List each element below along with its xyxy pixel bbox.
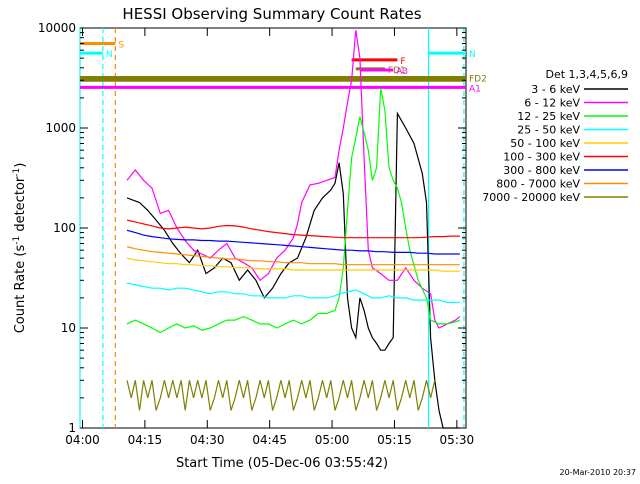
legend-label-7: 800 - 7000 keV xyxy=(496,178,580,191)
series-line-3 xyxy=(126,282,460,304)
y-tick-label-3: 1000 xyxy=(45,121,76,135)
y-tick-label-2: 100 xyxy=(53,221,76,235)
x-axis-label: Start Time (05-Dec-06 03:55:42) xyxy=(176,456,388,471)
legend-label-6: 300 - 800 keV xyxy=(503,164,580,177)
series-line-8 xyxy=(126,380,436,411)
x-tick-label-0: 04:00 xyxy=(65,433,100,447)
x-tick-label-3: 04:45 xyxy=(252,433,287,447)
x-tick-label-5: 05:15 xyxy=(377,433,412,447)
vertical-markers xyxy=(79,28,465,428)
flag-label-3: F xyxy=(400,57,405,67)
series-line-6 xyxy=(126,229,460,255)
series-lines xyxy=(126,30,461,429)
flag-label-8: A3 xyxy=(396,67,408,77)
legend-label-3: 25 - 50 keV xyxy=(517,124,580,137)
legend-label-0: 3 - 6 keV xyxy=(531,83,580,96)
y-axis-ticks: 1 10 100 1000 10000 xyxy=(38,21,466,435)
series-line-5 xyxy=(126,219,460,239)
flag-label-7: A1 xyxy=(469,84,481,94)
y-axis-label-sup1: -1 xyxy=(12,236,22,245)
flag-label-1: N xyxy=(106,50,113,60)
y-tick-label-0: 1 xyxy=(68,421,76,435)
y-axis-label-sup2: -1 xyxy=(12,168,22,177)
flag-label-4: FD1 xyxy=(388,66,406,76)
x-axis-ticks: 04:00 04:15 04:30 04:45 05:00 05:15 05:30 xyxy=(65,28,474,447)
series-line-0 xyxy=(126,111,460,429)
legend-label-4: 50 - 100 keV xyxy=(510,137,580,150)
flag-label-5: FD2 xyxy=(469,74,487,84)
legend-label-8: 7000 - 20000 keV xyxy=(482,191,580,204)
y-axis-label-mid: detector xyxy=(13,176,28,236)
x-tick-label-1: 04:15 xyxy=(128,433,163,447)
y-tick-label-4: 10000 xyxy=(38,21,76,35)
series-line-7 xyxy=(126,246,460,266)
y-axis-label-end: ) xyxy=(13,163,28,168)
x-tick-label-4: 05:00 xyxy=(315,433,350,447)
legend-label-2: 12 - 25 keV xyxy=(517,110,580,123)
generation-timestamp: 20-Mar-2010 20:37 xyxy=(560,468,637,477)
chart-title: HESSI Observing Summary Count Rates xyxy=(122,5,421,23)
y-axis-label: Count Rate (s-1 detector-1) xyxy=(12,163,28,334)
legend-label-1: 6 - 12 keV xyxy=(524,97,580,110)
flag-label-0: S xyxy=(118,40,124,50)
legend-title: Det 1,3,4,5,6,9 xyxy=(545,68,628,81)
series-line-1 xyxy=(126,30,461,329)
legend-label-5: 100 - 300 keV xyxy=(503,151,580,164)
y-tick-label-1: 10 xyxy=(61,321,76,335)
flag-label-2: N xyxy=(469,50,476,60)
y-axis-label-main: Count Rate (s xyxy=(13,245,28,334)
x-tick-label-6: 05:30 xyxy=(440,433,475,447)
series-line-2 xyxy=(126,88,461,334)
series-line-4 xyxy=(126,257,460,272)
x-tick-label-2: 04:30 xyxy=(190,433,225,447)
